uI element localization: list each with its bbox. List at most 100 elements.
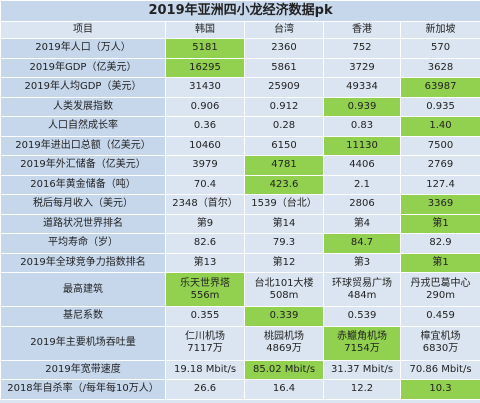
cell: 70.4 [165,174,245,195]
cell: 4781 [244,155,324,176]
row-label: 人口自然成长率 [0,116,166,137]
cell: 1539（台北） [244,194,324,215]
row-label: 2019年主要机场吞吐量 [0,325,166,361]
cell: 0.912 [244,96,324,117]
cell: 10460 [165,135,245,156]
row-label: 平均寿命（岁） [0,233,166,254]
table-row: 2019年人均GDP（美元） 31430 25909 49334 63987 [0,77,480,98]
table-row: 2019年宽带速度 19.18 Mbit/s 85.02 Mbit/s 31.37 M… [0,359,480,380]
table-row: 最高建筑 乐天世界塔 556m 台北101大楼 508m 环球贸易广场 484m 丹戎巴葛中心… [0,272,480,307]
table-row: 2019年外汇储备（亿美元） 3979 4781 4406 2769 [0,155,480,176]
table-row: 2016年黄金储备（吨） 70.4 423.6 2.1 127.4 [0,174,480,195]
table-row: 基尼系数 0.355 0.339 0.539 0.459 [0,306,480,327]
cell: 6150 [244,135,324,156]
cell-line: 台北101大楼 [254,277,314,289]
cell-line: 乐天世界塔 [180,277,230,289]
cell: 49334 [323,77,401,98]
cell-line: 7154万 [344,343,380,354]
cell: 570 [399,38,480,59]
table-title: 2019年亚洲四小龙经济数据pk [0,0,480,22]
table-row: 2019年进出口总额（亿美元） 10460 6150 11130 7500 [0,135,480,156]
header-cell: 香港 [323,21,401,39]
cell-line: 4869万 [266,343,302,354]
cell: 环球贸易广场 484m [323,272,401,307]
header-cell: 项目 [0,21,166,39]
row-label: 2019年人均GDP（美元） [0,77,166,98]
cell: 31430 [165,77,245,98]
cell: 第14 [244,213,324,234]
cell: 第13 [165,252,245,273]
table-row: 道路状况世界排名 第9 第14 第4 第1 [0,213,480,234]
cell: 19.18 Mbit/s [165,359,245,380]
cell-line: 484m [347,289,377,301]
cell-line: 赤鱲角机场 [337,331,387,342]
cell: 0.28 [244,116,324,137]
cell: 第12 [244,252,324,273]
cell-line: 樟宜机场 [420,331,461,342]
cell: 84.7 [323,233,401,254]
table-row: 人口自然成长率 0.36 0.28 0.83 1.40 [0,116,480,137]
cell: 0.459 [399,306,480,327]
cell: 63987 [399,77,480,98]
header-cell: 台湾 [244,21,324,39]
cell: 25909 [244,77,324,98]
cell: 丹戎巴葛中心 290m [399,272,480,307]
cell: 第1 [399,252,480,273]
cell: 127.4 [399,174,480,195]
cell: 3729 [323,57,401,78]
cell: 5181 [165,38,245,59]
cell-line: 7117万 [187,343,223,354]
cell: 0.935 [399,96,480,117]
row-label: 最高建筑 [0,272,166,307]
cell-line: 环球贸易广场 [332,277,392,289]
cell: 桃园机场 4869万 [244,325,324,361]
header-cell: 韩国 [165,21,245,39]
row-label: 2019年宽带速度 [0,359,166,380]
cell: 1.40 [399,116,480,137]
cell-line: 丹戎巴葛中心 [410,277,471,289]
cell: 3369 [399,194,480,215]
cell: 31.37 Mbit/s [323,359,401,380]
table-row: 2019年主要机场吞吐量 仁川机场 7117万 桃园机场 4869万 赤鱲角机场 7154万… [0,325,480,361]
row-label: 人类发展指数 [0,96,166,117]
cell: 2806 [323,194,401,215]
cell: 5861 [244,57,324,78]
row-label: 基尼系数 [0,306,166,327]
cell: 12.2 [323,379,401,400]
cell: 0.355 [165,306,245,327]
cell-line: 仁川机场 [185,331,225,342]
cell: 第3 [323,252,401,273]
cell-line: 6830万 [422,343,459,354]
cell: 2.1 [323,174,401,195]
cell: 82.6 [165,233,245,254]
cell: 70.86 Mbit/s [399,359,480,380]
header-cell: 新加坡 [399,21,480,39]
cell: 85.02 Mbit/s [244,359,324,380]
cell: 2769 [399,155,480,176]
title-row: 2019年亚洲四小龙经济数据pk [0,0,480,22]
cell: 第1 [399,213,480,234]
row-label: 2019年外汇储备（亿美元） [0,155,166,176]
cell: 0.36 [165,116,245,137]
table-row: 人类发展指数 0.906 0.912 0.939 0.935 [0,96,480,117]
cell-line: 桃园机场 [264,331,304,342]
cell: 16295 [165,57,245,78]
cell: 4406 [323,155,401,176]
table-row: 平均寿命（岁） 82.6 79.3 84.7 82.9 [0,233,480,254]
cell: 10.3 [399,379,480,400]
cell: 16.4 [244,379,324,400]
row-label: 2018年自杀率（/每年每10万人） [0,379,166,400]
table-row: 2019年人口（万人） 5181 2360 752 570 [0,38,480,59]
cell: 7500 [399,135,480,156]
cell-line: 290m [426,289,455,301]
cell-line: 556m [190,289,220,301]
table-row: 2019年全球竞争力指数排名 第13 第12 第3 第1 [0,252,480,273]
cell: 11130 [323,135,401,156]
cell: 0.339 [244,306,324,327]
cell: 0.906 [165,96,245,117]
cell: 乐天世界塔 556m [165,272,245,307]
cell: 0.939 [323,96,401,117]
cell: 台北101大楼 508m [244,272,324,307]
